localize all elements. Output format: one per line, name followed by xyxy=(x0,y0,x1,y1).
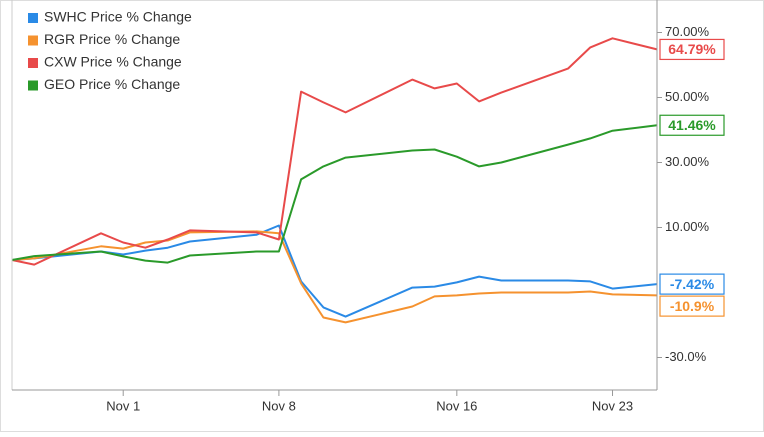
y-tick-label: 70.00% xyxy=(665,24,710,39)
end-label: -7.42% xyxy=(670,276,715,292)
end-label: -10.9% xyxy=(670,298,715,314)
legend-swatch xyxy=(28,35,38,46)
series-line xyxy=(11,124,658,264)
legend-swatch xyxy=(28,80,38,91)
end-label-box xyxy=(659,295,725,317)
legend-swatch xyxy=(28,58,38,68)
end-label: 41.46% xyxy=(668,117,716,133)
x-tick-label: Nov 8 xyxy=(262,398,296,413)
x-tick-label: Nov 23 xyxy=(592,398,633,413)
legend-label: CXW Price % Change xyxy=(44,54,182,70)
legend-label: RGR Price % Change xyxy=(44,31,180,47)
x-tick-label: Nov 1 xyxy=(106,398,140,413)
legend-box xyxy=(20,4,226,98)
y-tick-label: -30.0% xyxy=(665,349,707,364)
y-tick-label: 50.00% xyxy=(665,89,710,104)
legend-swatch xyxy=(28,13,38,23)
end-label-box xyxy=(659,114,725,136)
legend-label: SWHC Price % Change xyxy=(44,9,192,25)
legend-label: GEO Price % Change xyxy=(44,76,180,92)
end-label: 64.79% xyxy=(668,41,716,57)
series-line xyxy=(11,224,658,318)
end-label-box xyxy=(659,38,725,61)
y-tick-label: 10.00% xyxy=(665,219,710,234)
x-tick-label: Nov 16 xyxy=(436,398,477,413)
series-line xyxy=(11,230,658,324)
end-label-box xyxy=(659,273,725,295)
series-line xyxy=(11,37,658,266)
y-tick-label: 30.00% xyxy=(665,154,710,169)
